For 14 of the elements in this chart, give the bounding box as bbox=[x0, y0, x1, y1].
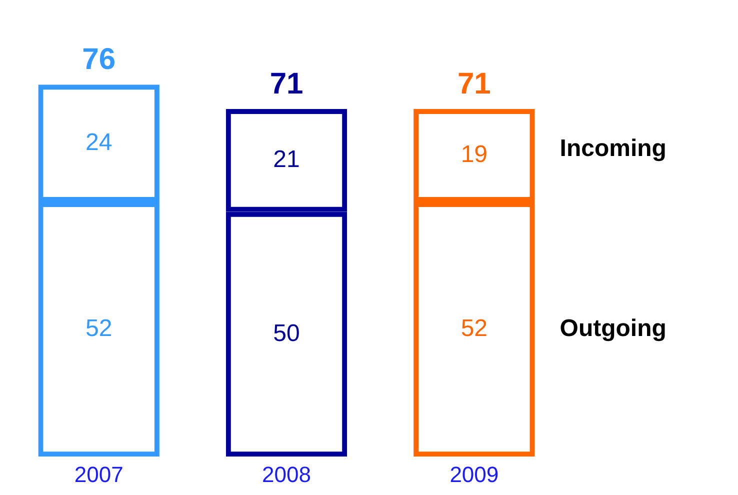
total-label: 76 bbox=[82, 42, 116, 76]
series-label: Outgoing bbox=[560, 314, 666, 342]
data-label: 24 bbox=[85, 128, 112, 156]
data-label: 52 bbox=[85, 314, 112, 342]
data-label: 52 bbox=[460, 314, 488, 342]
data-label: 19 bbox=[460, 141, 488, 168]
x-tick-label: 2008 bbox=[262, 462, 311, 487]
x-tick-label: 2009 bbox=[450, 462, 499, 487]
total-label: 71 bbox=[270, 67, 304, 100]
total-label: 71 bbox=[457, 67, 491, 100]
series-label: Incoming bbox=[560, 135, 666, 162]
data-label: 50 bbox=[273, 320, 300, 347]
data-label: 21 bbox=[273, 146, 300, 174]
x-tick-label: 2007 bbox=[74, 462, 124, 487]
